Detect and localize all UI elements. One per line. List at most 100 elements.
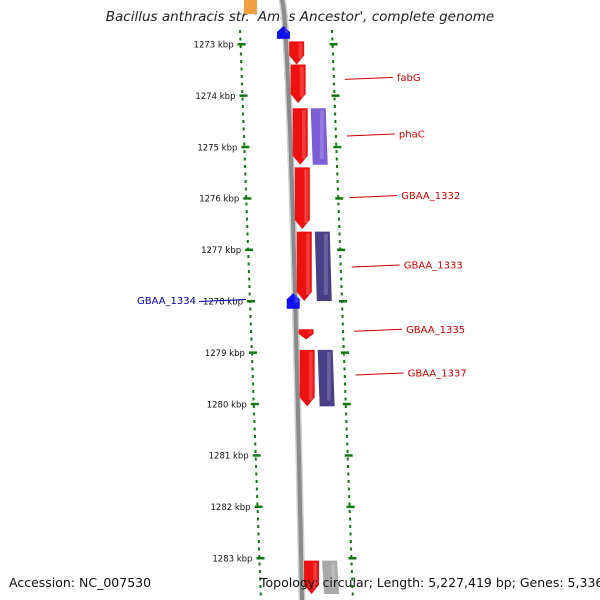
left-guide-dot: [242, 127, 245, 131]
right-guide-dot: [338, 232, 341, 236]
right-guide-dot: [331, 30, 334, 33]
tick-label: 1276 kbp: [199, 195, 239, 205]
tick-mark-left: [250, 402, 259, 406]
left-guide-dot: [252, 382, 255, 386]
gene-arrow: [286, 293, 300, 309]
left-guide-dot: [253, 412, 256, 416]
left-guide-dot: [251, 367, 254, 371]
right-guide-dot: [334, 127, 337, 131]
right-guide-dot: [336, 172, 339, 176]
right-guide-dot: [347, 472, 350, 476]
left-guide-dot: [253, 420, 256, 423]
tick-mark-right: [333, 145, 342, 149]
tick-label: 1275 kbp: [197, 143, 237, 153]
left-guide-dot: [251, 375, 254, 378]
left-guide-dot: [254, 450, 257, 453]
callout-line: [354, 328, 403, 332]
tick-mark-right: [335, 197, 344, 200]
left-guide-dot: [252, 390, 255, 393]
callout-line: [349, 195, 398, 199]
accession-text: Accession: NC_007530: [9, 575, 152, 590]
callout-label: GBAA_1337: [408, 368, 467, 379]
left-guide-dot: [251, 360, 254, 363]
tick-mark-left: [247, 300, 256, 303]
left-guide-dot: [255, 465, 258, 468]
callout-label: GBAA_1334: [137, 296, 196, 307]
tick-mark-right: [346, 505, 355, 509]
left-guide-dot: [246, 225, 249, 228]
right-guide-dot: [335, 150, 338, 153]
tick-mark-right: [348, 557, 357, 560]
right-guide-dot: [344, 397, 347, 401]
tick-mark-right: [331, 94, 340, 97]
right-guide-dot: [334, 135, 337, 138]
left-guide-dot: [242, 112, 245, 116]
left-guide-dot: [250, 352, 253, 356]
gene-arrow: [296, 231, 312, 301]
left-guide-dot: [254, 442, 257, 446]
gene-arrow-highlight: [299, 66, 304, 98]
callout-line: [198, 299, 247, 302]
left-guide-dot: [258, 547, 261, 551]
left-guide-dot: [250, 337, 253, 341]
gene-arrow-highlight: [326, 351, 331, 401]
left-guide-dot: [247, 270, 250, 273]
left-guide-dot: [253, 427, 256, 431]
gene-arrow: [276, 26, 290, 39]
right-guide-dot: [340, 277, 343, 281]
left-guide-dot: [254, 457, 257, 461]
right-guide-dot: [350, 555, 353, 558]
left-guide-dot: [257, 540, 260, 543]
left-guide-dot: [239, 30, 242, 33]
right-guide-dot: [341, 322, 344, 326]
tick-mark-right: [329, 43, 338, 46]
gene-arrow: [317, 349, 335, 407]
left-guide-dot: [242, 135, 245, 138]
gene-arrow: [294, 167, 310, 230]
right-guide-dot: [336, 187, 339, 191]
right-guide-dot: [346, 442, 349, 446]
gene-arrow-highlight: [306, 233, 310, 295]
right-guide-dot: [336, 165, 339, 168]
right-guide-dot: [343, 360, 346, 363]
left-guide-dot: [243, 142, 246, 146]
right-guide-dot: [333, 82, 336, 86]
tick-label: 1280 kbp: [207, 400, 247, 410]
right-guide-dot: [331, 52, 334, 56]
left-guide-dot: [243, 150, 246, 153]
tick-mark-right: [344, 454, 353, 457]
left-guide-dot: [244, 187, 247, 191]
right-guide-dot: [334, 120, 337, 123]
gene-arrow-highlight: [302, 110, 306, 159]
tick-label: 1278 kbp: [203, 298, 243, 308]
gene-arrow: [290, 64, 306, 104]
tick-mark-left: [239, 94, 248, 97]
right-guide-dot: [331, 37, 334, 41]
left-guide-dot: [255, 487, 258, 491]
left-guide-dot: [243, 157, 246, 161]
right-guide-dot: [347, 465, 350, 468]
tick-mark-right: [339, 300, 348, 303]
genome-summary-text: Topology: circular; Length: 5,227,419 bp…: [260, 575, 600, 590]
right-guide-dot: [336, 180, 339, 183]
left-guide-dot: [242, 120, 245, 123]
left-guide-dot: [246, 240, 249, 243]
right-guide-dot: [345, 420, 348, 423]
left-guide-dot: [248, 285, 251, 288]
gene-arrow-highlight: [298, 43, 303, 59]
left-guide-dot: [239, 45, 242, 48]
left-guide-dot: [253, 435, 256, 438]
right-guide-dot: [350, 562, 353, 566]
right-guide-dot: [337, 195, 340, 198]
left-guide-dot: [259, 592, 262, 596]
right-guide-dot: [351, 585, 354, 588]
callout-line: [351, 264, 400, 268]
right-guide-dot: [349, 525, 352, 528]
right-guide-dot: [338, 225, 341, 228]
left-guide-dot: [241, 97, 244, 101]
right-guide-dot: [334, 112, 337, 116]
callout-label: fabG: [397, 73, 421, 84]
right-guide-dot: [339, 262, 342, 266]
callout-label: GBAA_1333: [404, 261, 463, 272]
